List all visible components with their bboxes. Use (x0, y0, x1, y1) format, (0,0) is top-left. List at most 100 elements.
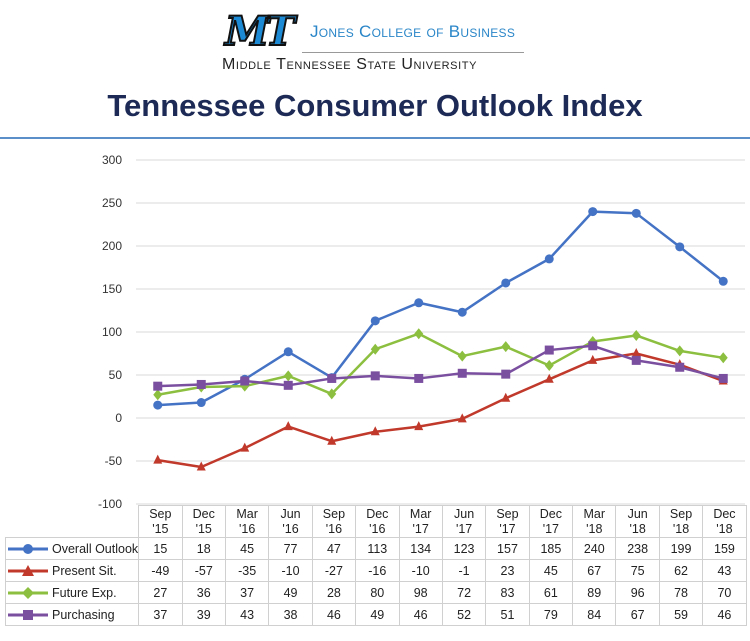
data-point (153, 400, 163, 410)
legend-square-icon (8, 610, 48, 621)
data-point (588, 354, 598, 364)
data-point (327, 373, 337, 383)
value-cell: 89 (572, 581, 617, 604)
data-point (631, 208, 641, 218)
value-cell: 199 (658, 537, 704, 560)
value-cell: 36 (181, 581, 226, 604)
value-cell: 67 (615, 603, 660, 626)
data-point (501, 278, 511, 288)
value-cell: 75 (615, 559, 660, 582)
series-name: Overall Outlook (52, 541, 139, 556)
data-point (153, 381, 163, 391)
value-cell: 18 (181, 537, 226, 560)
value-cell: -10 (398, 559, 443, 582)
category-label: Jun '16 (268, 505, 313, 538)
value-cell: 79 (528, 603, 574, 626)
value-cell: 45 (528, 559, 574, 582)
value-cell: 62 (658, 559, 704, 582)
data-point (283, 380, 293, 390)
value-cell: 159 (702, 537, 747, 560)
value-cell: -10 (268, 559, 313, 582)
category-label: Dec '15 (181, 505, 226, 538)
data-point (544, 345, 554, 355)
data-point (196, 461, 206, 471)
table-row: Purchasing 37 39 43 38 46 49 46 52 51 79 84 67 59 46 (4, 603, 747, 626)
category-label: Sep '15 (138, 505, 183, 538)
value-cell: -49 (138, 559, 183, 582)
data-point (327, 388, 337, 400)
value-cell: 47 (311, 537, 357, 560)
legend-diamond-icon (8, 587, 48, 600)
value-cell: 43 (702, 559, 747, 582)
legend-entry: Future Exp. (4, 581, 140, 604)
category-label: Sep '16 (311, 505, 357, 538)
table-row: Future Exp. 27 36 37 49 28 80 98 72 83 61 89 96 78 70 (4, 581, 747, 604)
value-cell: -1 (441, 559, 487, 582)
data-point (414, 373, 424, 383)
title-divider (0, 137, 750, 139)
value-cell: 49 (268, 581, 313, 604)
data-point (370, 426, 380, 436)
chart-title: Tennessee Consumer Outlook Index (107, 88, 643, 123)
value-cell: 27 (138, 581, 183, 604)
university-name: Middle Tennessee State University (222, 56, 478, 73)
value-cell: 52 (441, 603, 487, 626)
y-tick-label: -100 (98, 497, 122, 511)
data-point (327, 435, 337, 445)
value-cell: 157 (485, 537, 530, 560)
data-point (588, 341, 598, 351)
value-cell: 185 (528, 537, 574, 560)
series-line-overall-outlook (157, 210, 725, 407)
y-tick-label: 300 (102, 153, 122, 167)
data-point (501, 392, 511, 402)
value-cell: 38 (268, 603, 313, 626)
value-cell: -16 (355, 559, 400, 582)
y-tick-label: 0 (115, 411, 122, 425)
data-point (414, 298, 424, 308)
data-point (675, 345, 685, 357)
value-cell: 46 (311, 603, 357, 626)
data-point (414, 421, 424, 431)
series-line-present-sit- (157, 352, 724, 469)
category-label: Sep '17 (485, 505, 530, 538)
legend-triangle-icon (8, 565, 48, 577)
category-label: Sep '18 (658, 505, 704, 538)
data-point (675, 242, 685, 252)
data-point (196, 398, 206, 408)
legend-circle-icon (8, 544, 48, 555)
value-cell: -57 (181, 559, 226, 582)
value-cell: 37 (224, 581, 270, 604)
data-point (240, 376, 250, 386)
legend-entry: Overall Outlook (4, 537, 140, 560)
data-point (631, 348, 641, 357)
data-point (196, 379, 206, 389)
value-cell: 37 (138, 603, 183, 626)
category-label: Dec '18 (702, 505, 747, 538)
value-cell: 49 (355, 603, 400, 626)
y-tick-label: 50 (109, 368, 123, 382)
data-point (631, 355, 641, 365)
data-point (544, 360, 554, 372)
category-label: Jun '17 (441, 505, 487, 538)
data-point (283, 421, 293, 431)
category-label: Jun '18 (615, 505, 660, 538)
value-cell: 46 (702, 603, 747, 626)
value-cell: -27 (311, 559, 357, 582)
table-row: Present Sit. -49 -57 -35 -10 -27 -16 -10 -1 23 45 6… (4, 559, 747, 582)
category-label: Mar '17 (398, 505, 443, 538)
data-point (631, 329, 641, 341)
data-point (501, 369, 511, 379)
category-label: Dec '16 (355, 505, 400, 538)
value-cell: 78 (658, 581, 704, 604)
y-tick-label: 250 (102, 196, 122, 210)
data-point (718, 276, 728, 286)
y-tick-label: 150 (102, 282, 122, 296)
table-header-row: Sep '15 Dec '15 Mar '16 Jun '16 Sep '16 Dec '16 Mar '… (6, 505, 747, 538)
data-point (153, 389, 163, 401)
category-label: Mar '16 (224, 505, 270, 538)
data-point (718, 352, 728, 364)
data-point (457, 368, 467, 378)
value-cell: 98 (398, 581, 443, 604)
category-label: Dec '17 (528, 505, 574, 538)
